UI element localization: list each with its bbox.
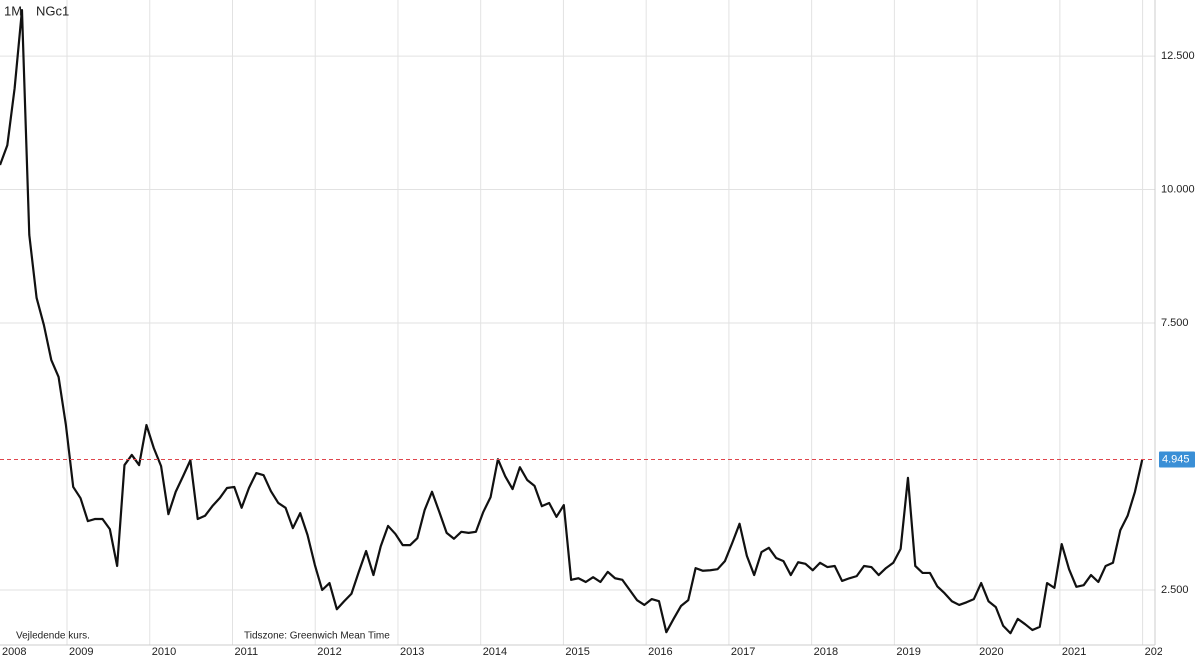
x-tick-label: 2020 [979, 646, 1003, 658]
x-tick-label: 2021 [1062, 646, 1086, 658]
note: Vejledende kurs. [16, 631, 90, 642]
x-tick-label: 2010 [152, 646, 176, 658]
x-tick-label: 2011 [234, 646, 258, 658]
price-line [0, 9, 1144, 635]
x-tick-label: 2015 [565, 646, 589, 658]
x-tick-label: 2013 [400, 646, 424, 658]
symbol-label: NGc1 [36, 3, 69, 18]
x-tick-label: 2014 [483, 646, 507, 658]
x-tick-label: 2017 [731, 646, 755, 658]
timezone-note: Tidszone: Greenwich Mean Time [244, 631, 390, 642]
x-tick-label: 2022 [1145, 646, 1169, 658]
x-tick-label: 2008 [2, 646, 26, 658]
current-price-label: 4.945 [1162, 453, 1190, 465]
interval-label: 1M [4, 3, 22, 18]
current-price-box [1159, 451, 1195, 468]
x-tick-label: 2009 [69, 646, 93, 658]
y-tick-label: 2.500 [1161, 584, 1189, 596]
y-tick-label: 7.500 [1161, 317, 1189, 329]
x-tick-label: 2012 [317, 646, 341, 658]
x-tick-label: 2018 [814, 646, 838, 658]
y-tick-label: 12.500 [1161, 50, 1195, 62]
y-tick-label: 10.000 [1161, 183, 1195, 195]
x-tick-label: 2019 [896, 646, 920, 658]
x-tick-label: 2016 [648, 646, 672, 658]
